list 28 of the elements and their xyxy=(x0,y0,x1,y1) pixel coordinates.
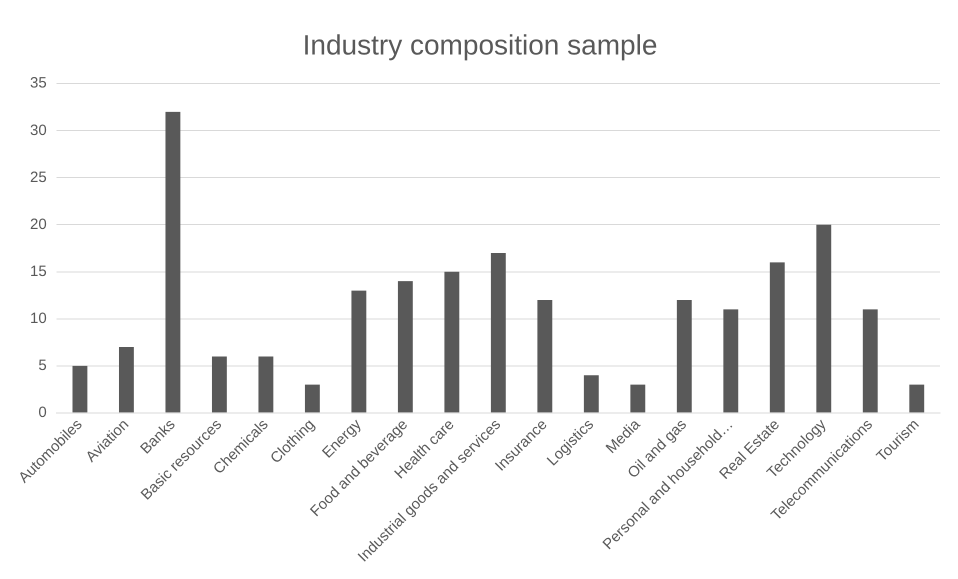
bar xyxy=(258,356,274,412)
bar xyxy=(444,272,460,412)
bar xyxy=(72,366,88,412)
bar xyxy=(909,384,924,412)
bar xyxy=(816,224,832,412)
y-tick-label: 10 xyxy=(30,310,47,327)
y-tick-label: 0 xyxy=(38,404,47,422)
bar xyxy=(723,309,738,412)
bar xyxy=(398,281,413,412)
y-tick-label: 25 xyxy=(30,168,47,186)
bar xyxy=(118,347,134,412)
bar xyxy=(304,384,320,412)
bar xyxy=(165,112,180,412)
y-tick-label: 20 xyxy=(30,216,47,233)
bar xyxy=(862,309,878,412)
y-tick-label: 5 xyxy=(38,356,47,374)
bar xyxy=(490,252,506,412)
bar xyxy=(676,300,692,412)
y-tick-label: 30 xyxy=(30,122,47,139)
chart-title: Industry composition sample xyxy=(302,30,658,61)
y-tick-label: 15 xyxy=(30,262,47,280)
bar xyxy=(212,356,227,412)
bar xyxy=(537,300,552,412)
bar xyxy=(584,375,599,412)
bar xyxy=(351,290,366,412)
y-tick-label: 35 xyxy=(30,74,47,92)
bar xyxy=(630,384,646,412)
bar xyxy=(770,262,785,412)
